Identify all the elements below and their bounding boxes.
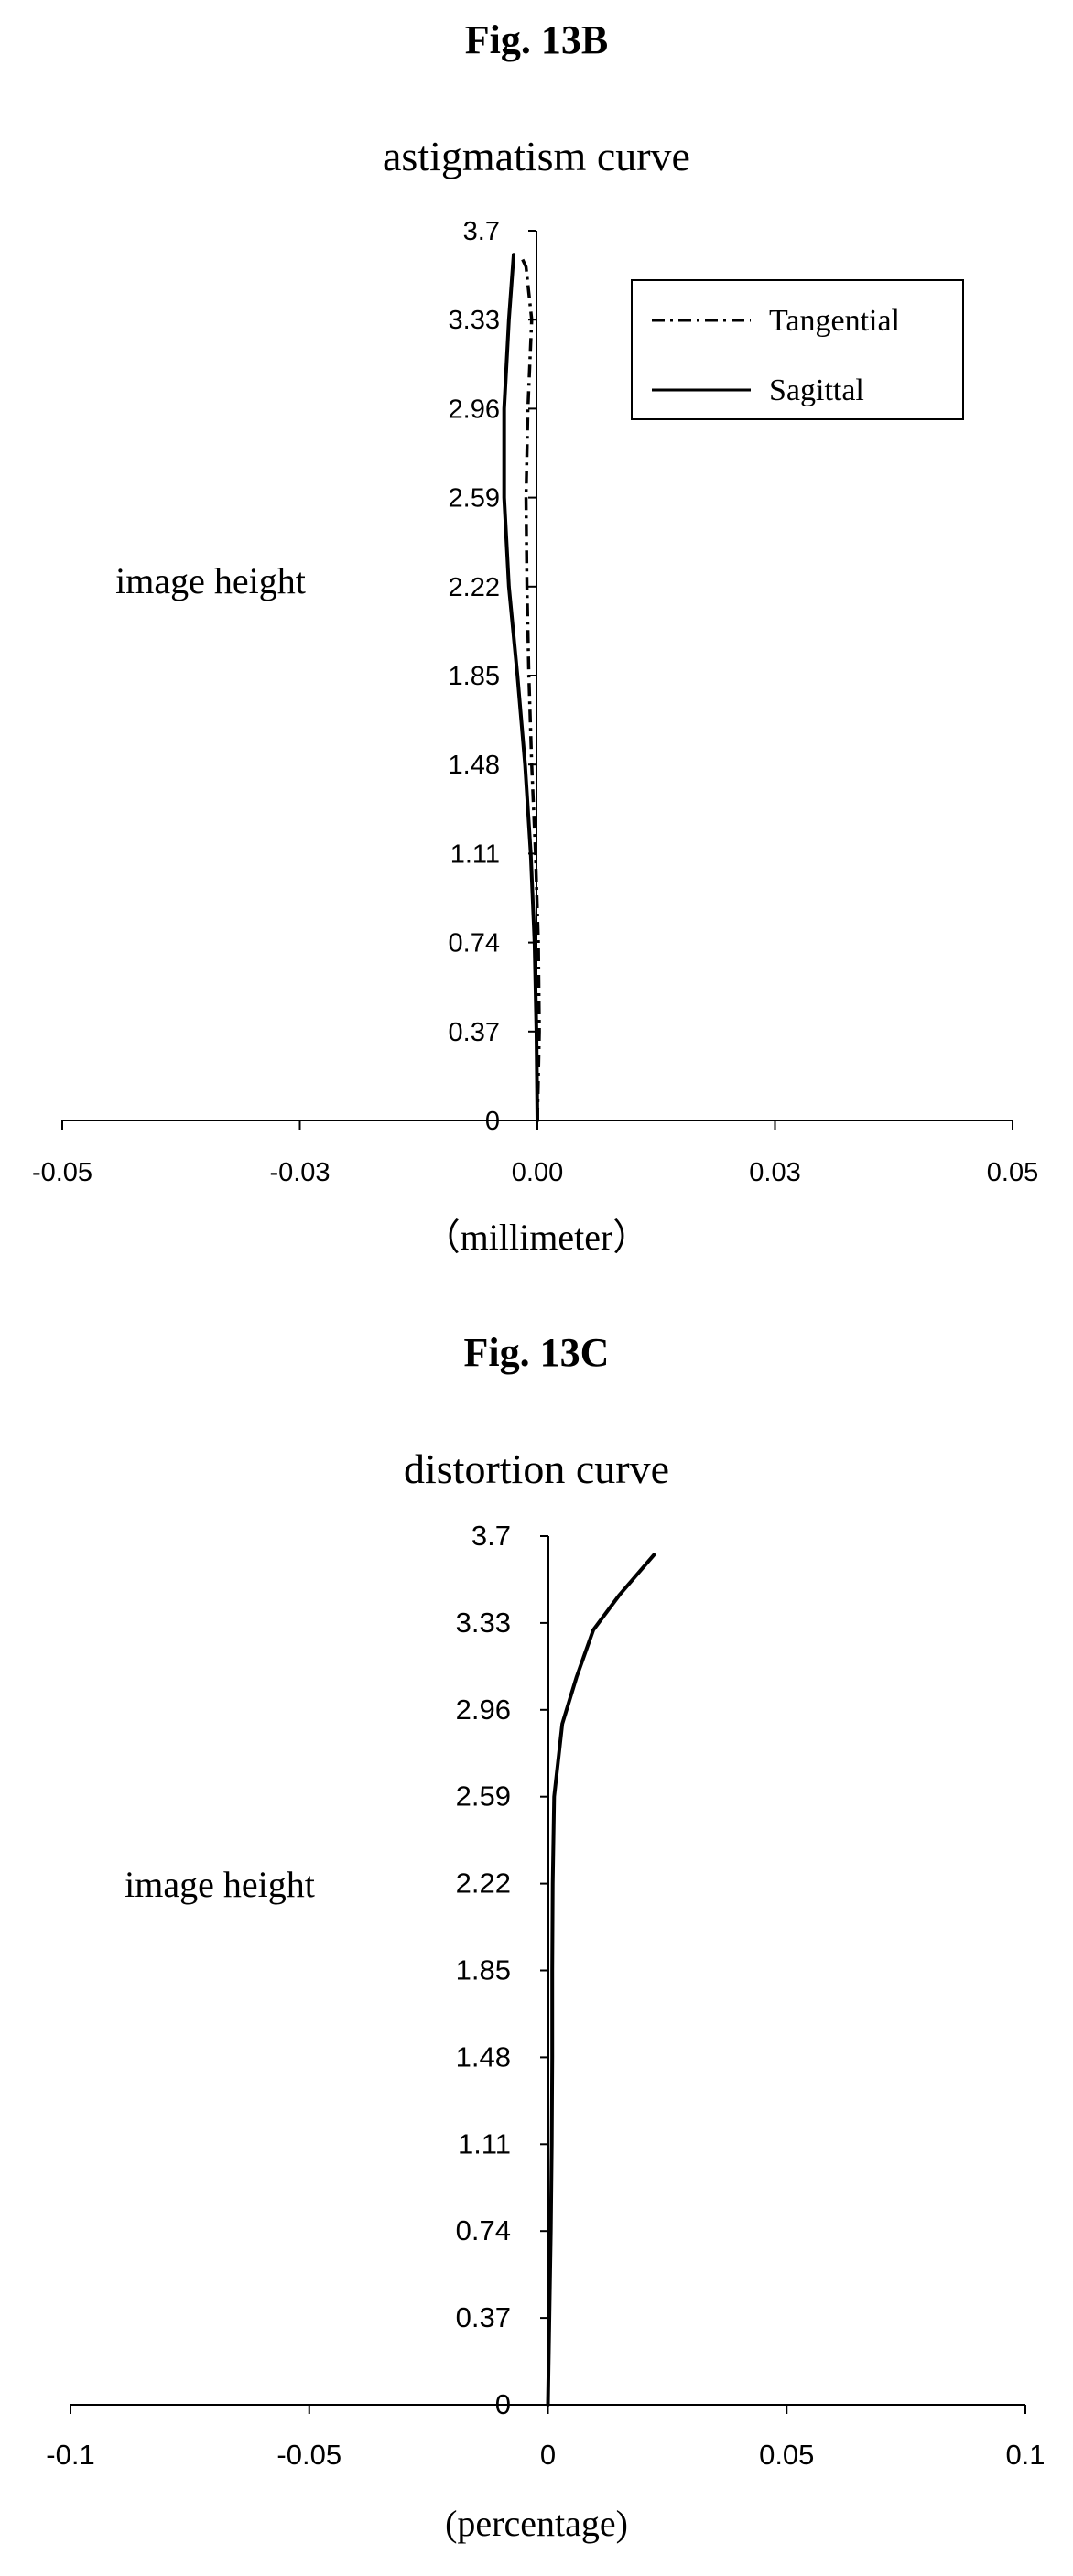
y-tick-label: 3.7 — [471, 1520, 511, 1552]
x-axis-label: (percentage) — [445, 2503, 628, 2544]
x-tick-label: 0.1 — [1005, 2439, 1045, 2471]
y-tick-label: 0.74 — [456, 2214, 511, 2246]
x-tick-label: -0.05 — [32, 1158, 92, 1187]
x-tick-label: -0.03 — [269, 1158, 330, 1187]
series-line-sagittal — [502, 253, 539, 1122]
y-tick-label: 3.33 — [449, 306, 500, 335]
y-tick-label: 1.85 — [456, 1954, 511, 1986]
x-tick-label: 0 — [540, 2439, 556, 2471]
y-tick-label: 1.48 — [449, 751, 500, 780]
y-tick-label: 0.74 — [449, 929, 500, 958]
chart-title: astigmatism curve — [383, 133, 690, 179]
y-tick-label: 1.11 — [450, 839, 500, 869]
y-tick-label: 0.37 — [449, 1018, 500, 1047]
y-tick-label: 1.11 — [458, 2127, 511, 2159]
y-tick-label: 3.7 — [463, 217, 500, 246]
y-tick-label: 2.96 — [449, 395, 500, 424]
figure-label: Fig. 13B — [465, 17, 608, 62]
x-axis-label: （millimeter） — [424, 1217, 650, 1258]
series-line-tangential — [518, 254, 541, 1121]
y-tick-label: 3.33 — [456, 1607, 511, 1639]
y-axis-label: image height — [125, 1864, 315, 1905]
y-tick-label: 2.96 — [456, 1694, 511, 1726]
chart-title: distortion curve — [404, 1445, 669, 1492]
y-tick-label: 0.37 — [456, 2301, 511, 2333]
series-line — [546, 1553, 656, 2407]
x-tick-label: 0.00 — [512, 1158, 563, 1187]
y-tick-label: 2.22 — [449, 573, 500, 602]
legend-label-tangential: Tangential — [769, 304, 900, 338]
y-tick-label: 0 — [495, 2388, 511, 2420]
figure-label: Fig. 13C — [464, 1330, 610, 1375]
legend-box — [631, 279, 964, 420]
y-tick-label: 1.48 — [456, 2040, 511, 2073]
y-tick-label: 1.85 — [449, 662, 500, 691]
x-tick-label: 0.05 — [759, 2439, 814, 2471]
y-tick-label: 2.59 — [449, 484, 500, 514]
y-tick-label: 2.22 — [456, 1867, 511, 1900]
legend-label-sagittal: Sagittal — [769, 373, 864, 407]
y-axis-label: image height — [115, 560, 306, 601]
x-tick-label: -0.1 — [46, 2439, 94, 2471]
x-tick-label: 0.03 — [749, 1158, 800, 1187]
y-tick-label: 2.59 — [456, 1780, 511, 1813]
y-tick-label: 0 — [485, 1107, 500, 1136]
x-tick-label: 0.05 — [987, 1158, 1038, 1187]
x-tick-label: -0.05 — [276, 2439, 341, 2471]
